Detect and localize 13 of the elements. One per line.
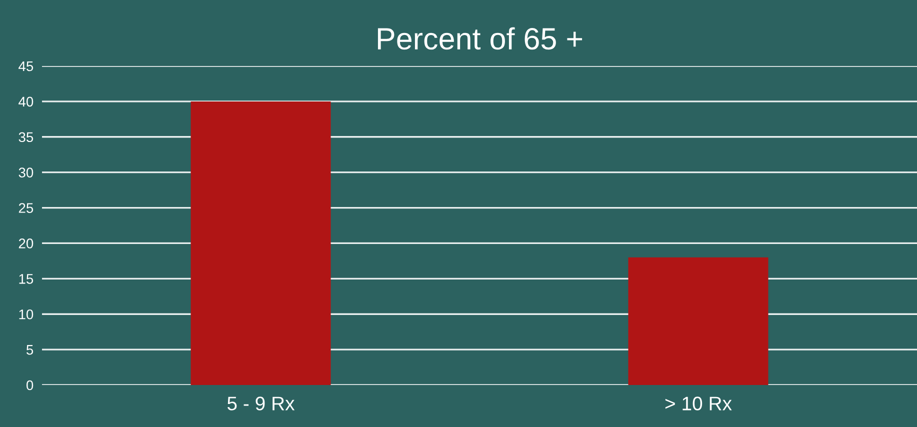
x-tick-label: 5 - 9 Rx — [227, 396, 295, 410]
x-tick-label: > 10 Rx — [665, 396, 732, 410]
y-tick-label: 45 — [18, 61, 34, 72]
y-tick-label: 25 — [18, 203, 34, 213]
y-tick-label: 5 — [26, 345, 34, 355]
y-tick-label: 0 — [26, 380, 34, 390]
y-tick-label: 10 — [19, 309, 34, 320]
y-tick-label: 20 — [18, 238, 34, 248]
y-tick-label: 30 — [18, 168, 34, 178]
chart-title: Percent of 65 + — [378, 27, 582, 50]
y-tick-label: 15 — [19, 274, 34, 284]
y-tick-label: 35 — [18, 132, 34, 142]
y-tick-label: 40 — [18, 96, 34, 107]
